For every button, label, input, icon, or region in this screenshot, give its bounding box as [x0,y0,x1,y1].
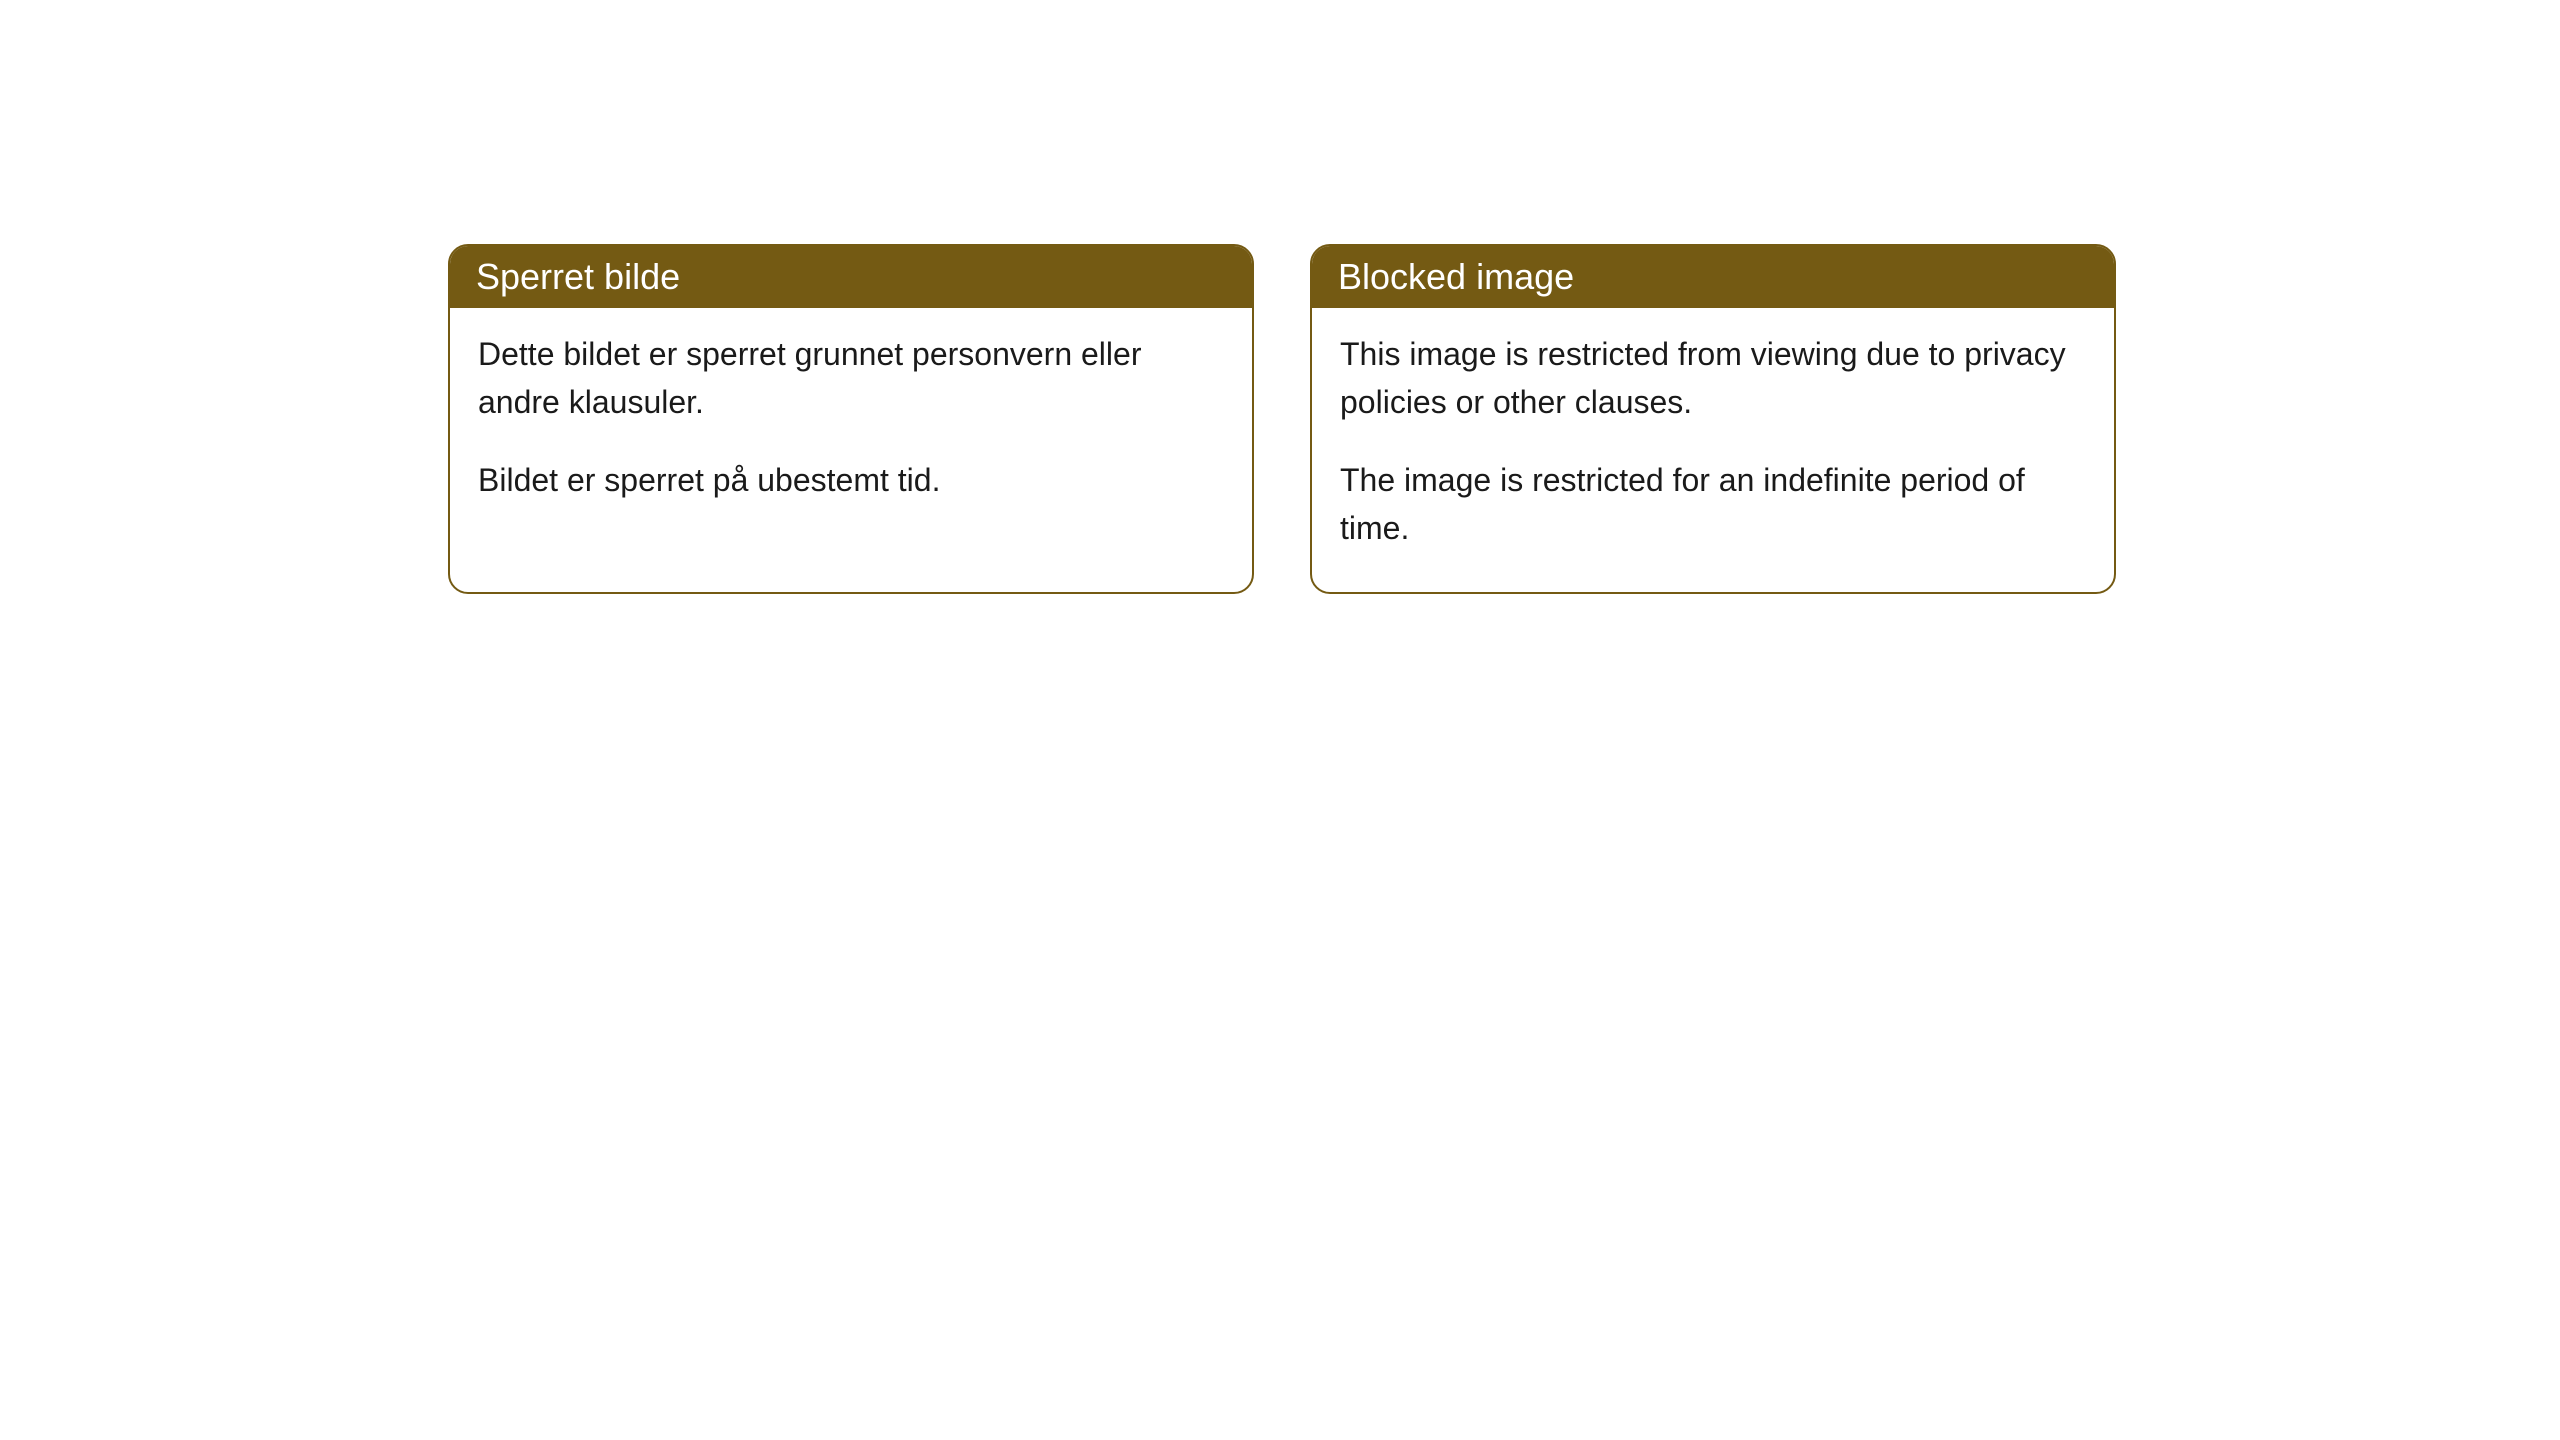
panel-title: Blocked image [1338,256,1574,297]
panel-paragraph: This image is restricted from viewing du… [1340,330,2086,426]
panel-body: Dette bildet er sperret grunnet personve… [450,308,1252,544]
panel-header: Sperret bilde [450,246,1252,308]
blocked-image-panel-norwegian: Sperret bilde Dette bildet er sperret gr… [448,244,1254,594]
panel-paragraph: Dette bildet er sperret grunnet personve… [478,330,1224,426]
panel-title: Sperret bilde [476,256,680,297]
panel-paragraph: Bildet er sperret på ubestemt tid. [478,456,1224,504]
panel-paragraph: The image is restricted for an indefinit… [1340,456,2086,552]
panels-container: Sperret bilde Dette bildet er sperret gr… [448,244,2116,594]
blocked-image-panel-english: Blocked image This image is restricted f… [1310,244,2116,594]
panel-header: Blocked image [1312,246,2114,308]
panel-body: This image is restricted from viewing du… [1312,308,2114,592]
